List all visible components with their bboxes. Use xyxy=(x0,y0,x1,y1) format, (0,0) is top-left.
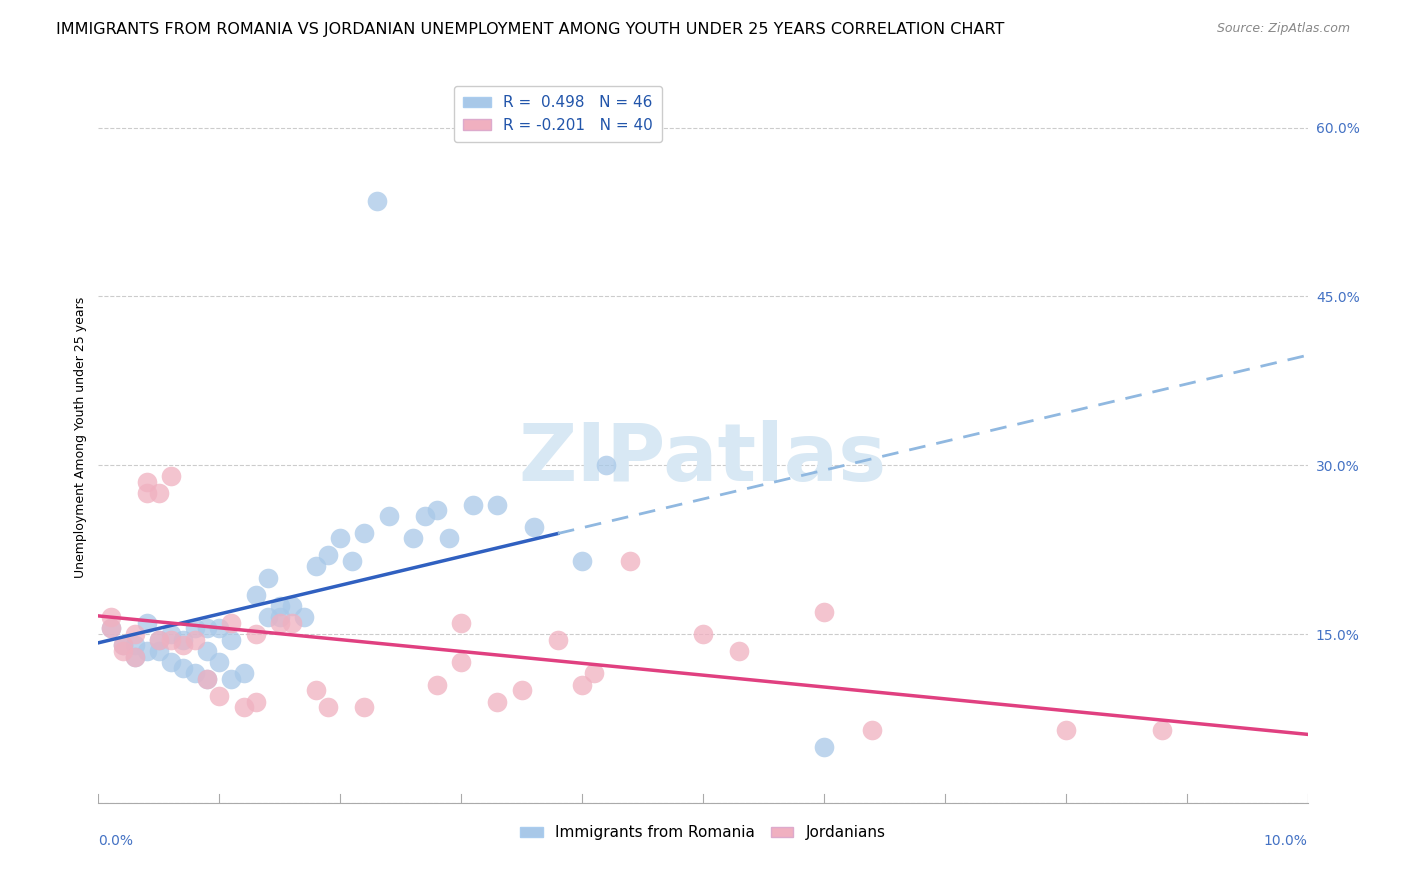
Point xyxy=(100,621,122,635)
Point xyxy=(135,486,157,500)
Point xyxy=(195,644,218,658)
Point xyxy=(571,554,593,568)
Point xyxy=(100,610,122,624)
Text: IMMIGRANTS FROM ROMANIA VS JORDANIAN UNEMPLOYMENT AMONG YOUTH UNDER 25 YEARS COR: IMMIGRANTS FROM ROMANIA VS JORDANIAN UNE… xyxy=(56,22,1005,37)
Point xyxy=(148,644,170,658)
Point xyxy=(232,666,254,681)
Point xyxy=(450,655,472,669)
Point xyxy=(232,700,254,714)
Point xyxy=(377,508,399,523)
Point xyxy=(450,615,472,630)
Point xyxy=(111,638,134,652)
Point xyxy=(208,689,231,703)
Point xyxy=(148,632,170,647)
Point xyxy=(281,615,304,630)
Point xyxy=(245,627,267,641)
Point xyxy=(305,683,328,698)
Point xyxy=(342,554,364,568)
Point xyxy=(256,571,278,585)
Text: Source: ZipAtlas.com: Source: ZipAtlas.com xyxy=(1216,22,1350,36)
Point xyxy=(221,632,243,647)
Point xyxy=(172,661,194,675)
Point xyxy=(124,638,146,652)
Point xyxy=(124,649,146,664)
Point xyxy=(413,508,436,523)
Point xyxy=(160,627,183,641)
Point xyxy=(292,610,315,624)
Point xyxy=(583,666,606,681)
Point xyxy=(245,694,267,708)
Point xyxy=(426,678,449,692)
Point xyxy=(728,644,751,658)
Point xyxy=(353,525,375,540)
Point xyxy=(100,621,122,635)
Point xyxy=(860,723,883,737)
Point xyxy=(148,632,170,647)
Text: 0.0%: 0.0% xyxy=(98,833,134,847)
Point xyxy=(160,632,183,647)
Point xyxy=(366,194,388,208)
Point xyxy=(571,678,593,692)
Point xyxy=(426,503,449,517)
Point xyxy=(195,672,218,686)
Point xyxy=(437,532,460,546)
Point xyxy=(124,649,146,664)
Point xyxy=(510,683,533,698)
Point xyxy=(172,638,194,652)
Point xyxy=(160,469,183,483)
Point xyxy=(148,486,170,500)
Point xyxy=(281,599,304,613)
Point xyxy=(195,672,218,686)
Text: ZIPatlas: ZIPatlas xyxy=(519,420,887,498)
Point xyxy=(1054,723,1077,737)
Point xyxy=(813,605,835,619)
Point xyxy=(256,610,278,624)
Point xyxy=(208,655,231,669)
Point xyxy=(305,559,328,574)
Point xyxy=(353,700,375,714)
Point xyxy=(221,672,243,686)
Point xyxy=(316,700,339,714)
Point xyxy=(269,610,291,624)
Point xyxy=(184,632,207,647)
Point xyxy=(172,632,194,647)
Point xyxy=(111,644,134,658)
Point xyxy=(619,554,641,568)
Point xyxy=(269,615,291,630)
Point xyxy=(692,627,714,641)
Point xyxy=(111,638,134,652)
Point xyxy=(269,599,291,613)
Point xyxy=(135,475,157,489)
Point xyxy=(1152,723,1174,737)
Point xyxy=(221,615,243,630)
Point xyxy=(208,621,231,635)
Text: 10.0%: 10.0% xyxy=(1264,833,1308,847)
Point xyxy=(184,666,207,681)
Point xyxy=(184,621,207,635)
Legend: Immigrants from Romania, Jordanians: Immigrants from Romania, Jordanians xyxy=(515,819,891,847)
Point xyxy=(463,498,485,512)
Point xyxy=(486,498,509,512)
Point xyxy=(316,548,339,562)
Point xyxy=(135,644,157,658)
Point xyxy=(124,627,146,641)
Point xyxy=(813,739,835,754)
Point xyxy=(195,621,218,635)
Point xyxy=(486,694,509,708)
Point xyxy=(135,615,157,630)
Point xyxy=(402,532,425,546)
Y-axis label: Unemployment Among Youth under 25 years: Unemployment Among Youth under 25 years xyxy=(75,296,87,578)
Point xyxy=(329,532,352,546)
Point xyxy=(160,655,183,669)
Point xyxy=(523,520,546,534)
Point xyxy=(595,458,617,473)
Point xyxy=(245,588,267,602)
Point xyxy=(547,632,569,647)
